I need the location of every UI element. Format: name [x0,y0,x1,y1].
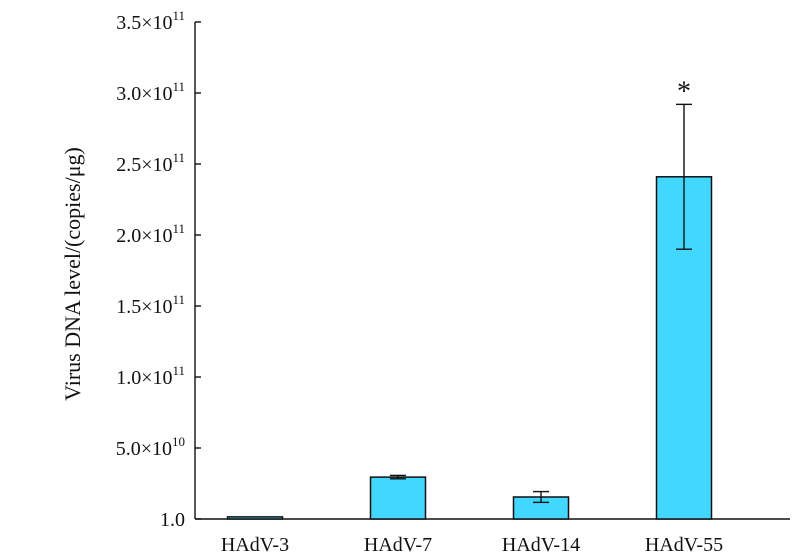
y-tick-label: 3.5×1011 [116,8,185,34]
y-tick-label: 1.5×1011 [116,292,185,318]
y-tick-label: 3.0×1011 [116,79,185,105]
y-tick-mantissa: 3.0×10 [116,83,172,105]
x-category-label: HAdV-55 [645,534,723,556]
y-tick-label: 1.0×1011 [116,363,185,389]
bar-hadv-3 [226,516,284,520]
error-bars-layer [390,103,692,504]
y-tick-label: 5.0×1010 [116,434,185,460]
x-category-label: HAdV-7 [364,534,432,556]
y-tick-mantissa: 5.0×10 [116,438,172,460]
y-tick-exponent: 10 [172,434,185,449]
significance-marker: * [677,76,691,107]
y-tick-mantissa: 2.0×10 [116,225,172,247]
y-tick-mantissa: 1.0×10 [116,367,172,389]
labels-layer: 1.05.0×10101.0×10111.5×10112.0×10112.5×1… [116,8,723,556]
x-category-label: HAdV-14 [502,534,580,556]
bars-layer [226,176,713,520]
y-tick-mantissa: 3.5×10 [116,12,172,34]
x-category-label: HAdV-3 [221,534,289,556]
y-tick-exponent: 11 [172,221,185,236]
y-tick-mantissa: 1.5×10 [116,296,172,318]
y-tick-mantissa: 1.0 [160,509,185,531]
y-tick-exponent: 11 [172,150,185,165]
y-tick-exponent: 11 [172,8,185,23]
y-tick-label: 2.5×1011 [116,150,185,176]
y-tick-exponent: 11 [172,292,185,307]
bar-hadv-7 [369,476,427,520]
y-tick-exponent: 11 [172,363,185,378]
y-tick-label: 1.0 [160,509,185,531]
y-axis-title: Virus DNA level/(copies/μg) [60,147,85,401]
y-tick-exponent: 11 [172,79,185,94]
y-tick-mantissa: 2.5×10 [116,154,172,176]
y-tick-label: 2.0×1011 [116,221,185,247]
